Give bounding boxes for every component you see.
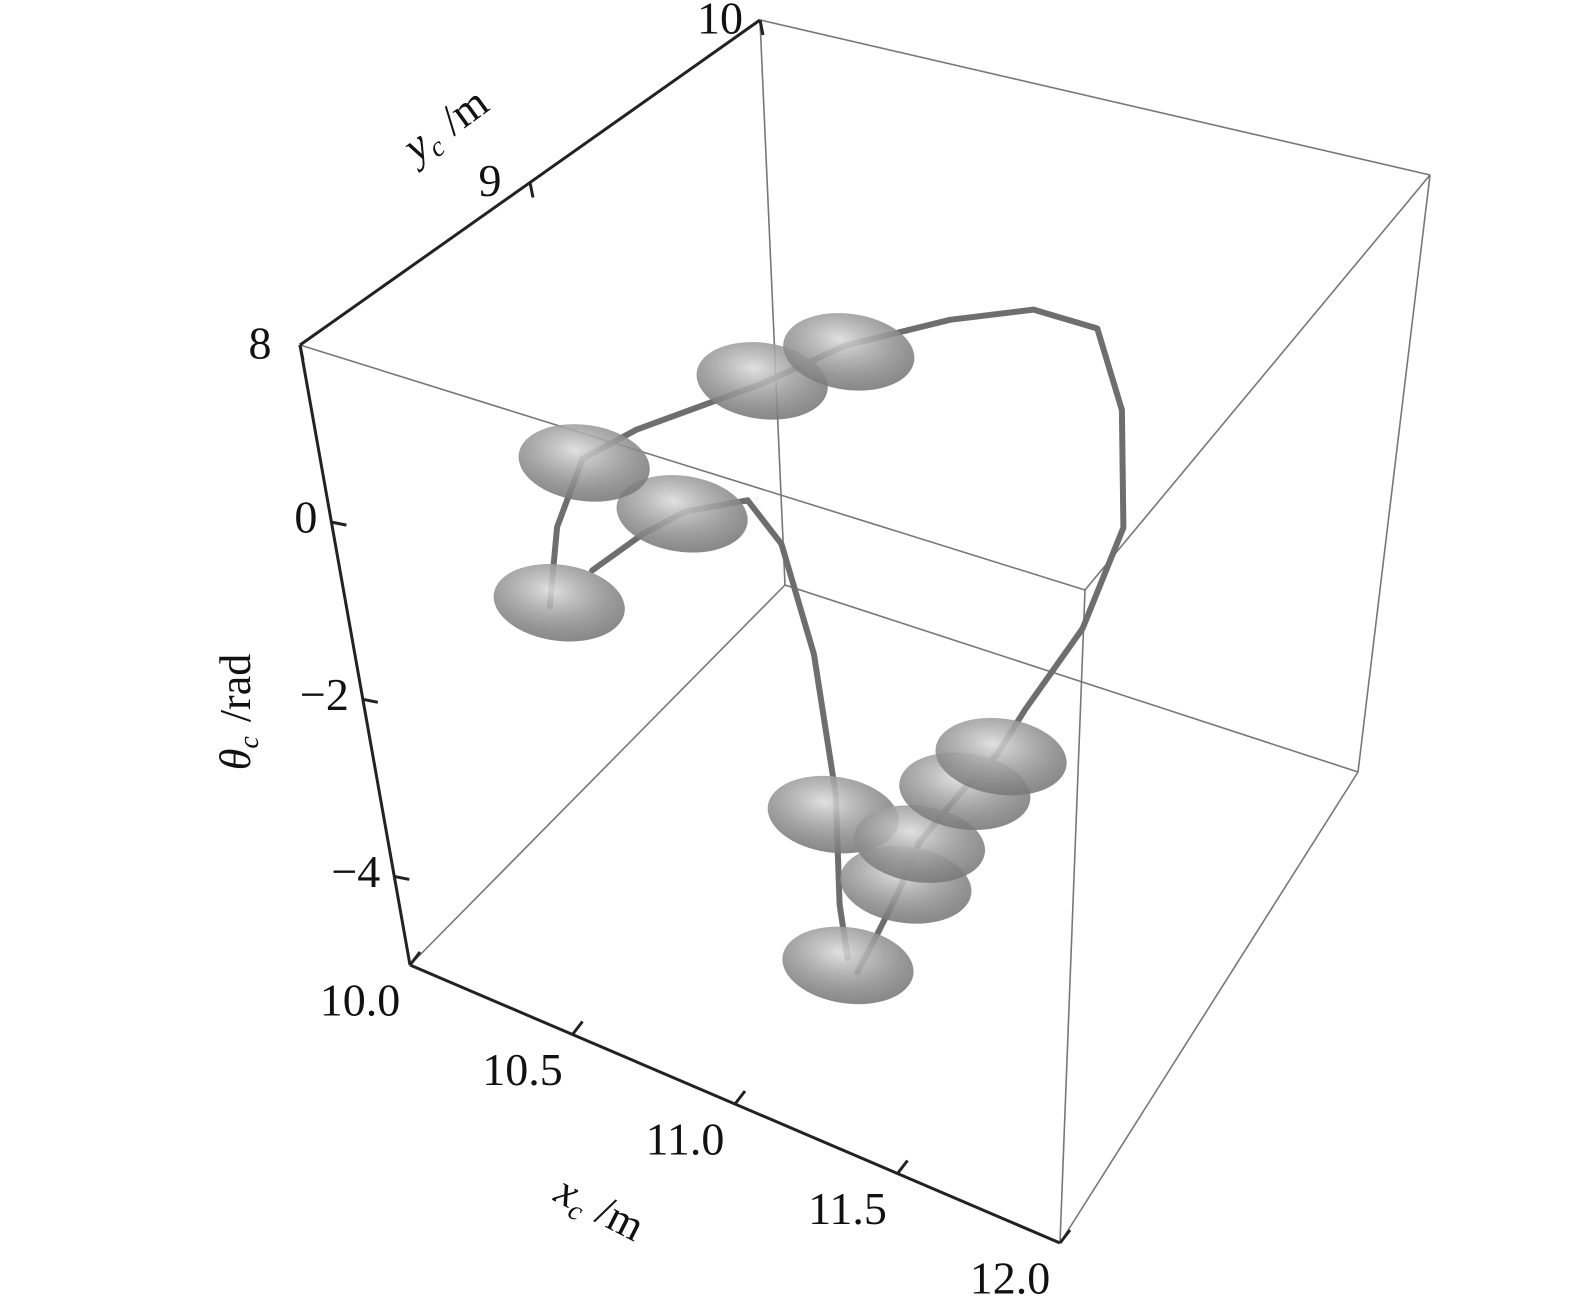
- trajectory: [589, 497, 851, 962]
- ellipsoid-shade: [616, 475, 748, 553]
- z-tick: [331, 520, 347, 527]
- y-tick: [528, 182, 535, 198]
- ellipsoid: [783, 313, 915, 391]
- x-tick-label: 11.0: [646, 1114, 725, 1165]
- axes: 10.0 10.5 11.0 11.5 12.0 8 9 10 −4 −2 0: [249, 0, 1072, 1304]
- x-tick: [896, 1159, 909, 1175]
- ellipsoid: [493, 564, 625, 642]
- ellipsoid-shade: [935, 717, 1067, 796]
- ellipsoid: [518, 424, 650, 502]
- ellipsoid: [616, 475, 748, 553]
- ellipsoid-shade: [783, 313, 915, 391]
- y-tick: [758, 19, 765, 36]
- x-axis-label: xc/m: [544, 1165, 652, 1256]
- x-tick-label: 12.0: [970, 1253, 1051, 1304]
- box-edge: [1059, 771, 1359, 1244]
- ellipsoids: [493, 313, 1067, 1005]
- ellipsoid-shade: [782, 926, 914, 1005]
- box: [298, 18, 1431, 1245]
- ellipsoid-shade: [518, 424, 650, 502]
- ellipsoid: [782, 926, 914, 1005]
- x-tick: [733, 1090, 747, 1105]
- z-tick-label: −2: [300, 669, 349, 720]
- box-edge: [1357, 174, 1431, 773]
- x-tick: [408, 951, 422, 966]
- x-tick: [1058, 1229, 1072, 1244]
- x-tick-label: 10.0: [320, 975, 401, 1026]
- x-tick: [571, 1020, 584, 1036]
- x-label-unit: /m: [589, 1186, 653, 1251]
- y-tick: [298, 344, 305, 361]
- curves: [546, 306, 1127, 975]
- z-tick-label: −4: [331, 846, 380, 897]
- box-edge: [409, 584, 786, 966]
- z-label-subscript: c: [234, 736, 265, 749]
- ellipsoid: [935, 717, 1067, 796]
- box-edge: [759, 19, 786, 586]
- z-tick-label: 0: [294, 492, 317, 543]
- z-tick: [362, 697, 379, 704]
- box-edge: [784, 584, 1359, 773]
- z-label-unit: /rad: [211, 654, 260, 722]
- z-tick: [393, 874, 410, 881]
- x-tick-label: 10.5: [482, 1044, 563, 1095]
- z-axis-label: θc/rad: [211, 654, 265, 770]
- box-edge: [1059, 589, 1086, 1244]
- y-label-unit: /m: [431, 77, 497, 144]
- ellipsoid-shade: [493, 564, 625, 642]
- y-tick-label: 9: [479, 155, 502, 206]
- y-tick-label: 8: [249, 318, 272, 369]
- box-edge: [299, 344, 1086, 591]
- box-edge: [759, 19, 1431, 176]
- axis-line: [298, 344, 412, 966]
- z-label-symbol: θ: [211, 749, 260, 771]
- y-tick-label: 10: [697, 0, 743, 44]
- x-tick-label: 11.5: [808, 1183, 887, 1234]
- box-edge: [1084, 174, 1431, 591]
